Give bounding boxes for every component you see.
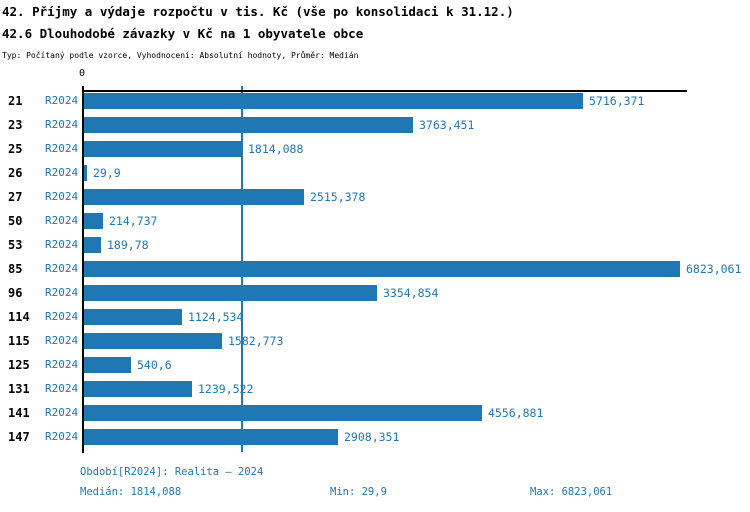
chart-row: 25 R2024 1814,088 xyxy=(0,139,750,163)
chart-row: 50 R2024 214,737 xyxy=(0,211,750,235)
bar xyxy=(84,357,131,373)
chart-subtitle: 42.6 Dlouhodobé závazky v Kč na 1 obyvat… xyxy=(2,26,364,41)
series-label: R2024 xyxy=(45,334,79,347)
series-label: R2024 xyxy=(45,310,79,323)
footer-min-label: Min: 29,9 xyxy=(330,486,387,498)
chart-row: 131 R2024 1239,522 xyxy=(0,379,750,403)
bar xyxy=(84,309,182,325)
series-label: R2024 xyxy=(45,358,79,371)
category-label: 147 xyxy=(8,430,30,444)
chart-row: 141 R2024 4556,881 xyxy=(0,403,750,427)
chart-title: 42. Příjmy a výdaje rozpočtu v tis. Kč (… xyxy=(2,4,514,19)
bar xyxy=(84,381,192,397)
series-label: R2024 xyxy=(45,382,79,395)
bar-value-label: 3763,451 xyxy=(419,118,475,132)
bar-value-label: 5716,371 xyxy=(589,94,645,108)
series-label: R2024 xyxy=(45,142,79,155)
category-label: 27 xyxy=(8,190,23,204)
bar-value-label: 540,6 xyxy=(137,358,172,372)
footer-period-label: Období[R2024]: Realita – 2024 xyxy=(80,466,264,478)
bar-value-label: 4556,881 xyxy=(488,406,544,420)
chart-row: 114 R2024 1124,534 xyxy=(0,307,750,331)
bar-value-label: 214,737 xyxy=(109,214,158,228)
bar-value-label: 189,78 xyxy=(107,238,149,252)
category-label: 50 xyxy=(8,214,23,228)
chart-row: 85 R2024 6823,061 xyxy=(0,259,750,283)
category-label: 131 xyxy=(8,382,30,396)
category-label: 141 xyxy=(8,406,30,420)
bar-value-label: 1239,522 xyxy=(198,382,254,396)
bar-value-label: 1814,088 xyxy=(248,142,304,156)
category-label: 25 xyxy=(8,142,23,156)
bar xyxy=(84,93,583,109)
series-label: R2024 xyxy=(45,286,79,299)
chart-meta-line: Typ: Počítaný podle vzorce, Vyhodnocení:… xyxy=(2,51,359,60)
chart-row: 21 R2024 5716,371 xyxy=(0,91,750,115)
category-label: 21 xyxy=(8,94,23,108)
category-label: 23 xyxy=(8,118,23,132)
bar-value-label: 1582,773 xyxy=(228,334,284,348)
category-label: 85 xyxy=(8,262,23,276)
bar xyxy=(84,189,304,205)
series-label: R2024 xyxy=(45,214,79,227)
bar xyxy=(84,237,101,253)
bar xyxy=(84,429,338,445)
bar xyxy=(84,333,222,349)
bar-value-label: 3354,854 xyxy=(383,286,439,300)
bar xyxy=(84,165,87,181)
bar-value-label: 2908,351 xyxy=(344,430,400,444)
bar xyxy=(84,213,103,229)
series-label: R2024 xyxy=(45,118,79,131)
series-label: R2024 xyxy=(45,238,79,251)
chart-rows: 21 R2024 5716,371 23 R2024 3763,451 25 R2024 181… xyxy=(0,91,750,451)
bar-value-label: 6823,061 xyxy=(686,262,742,276)
chart-row: 53 R2024 189,78 xyxy=(0,235,750,259)
bar-value-label: 2515,378 xyxy=(310,190,366,204)
footer-max-label: Max: 6823,061 xyxy=(530,486,613,498)
series-label: R2024 xyxy=(45,430,79,443)
category-label: 53 xyxy=(8,238,23,252)
series-label: R2024 xyxy=(45,406,79,419)
chart-row: 125 R2024 540,6 xyxy=(0,355,750,379)
bar-value-label: 1124,534 xyxy=(188,310,244,324)
bar xyxy=(84,117,413,133)
series-label: R2024 xyxy=(45,94,79,107)
category-label: 115 xyxy=(8,334,30,348)
chart-row: 23 R2024 3763,451 xyxy=(0,115,750,139)
bar xyxy=(84,261,680,277)
x-axis-tick-label-zero: 0 xyxy=(78,68,86,79)
bar-value-label: 29,9 xyxy=(93,166,121,180)
axis-left-spine xyxy=(82,86,84,453)
chart-row: 115 R2024 1582,773 xyxy=(0,331,750,355)
series-label: R2024 xyxy=(45,190,79,203)
chart-row: 96 R2024 3354,854 xyxy=(0,283,750,307)
series-label: R2024 xyxy=(45,166,79,179)
chart-row: 147 R2024 2908,351 xyxy=(0,427,750,451)
chart-row: 26 R2024 29,9 xyxy=(0,163,750,187)
category-label: 26 xyxy=(8,166,23,180)
category-label: 96 xyxy=(8,286,23,300)
series-label: R2024 xyxy=(45,262,79,275)
bar xyxy=(84,141,242,157)
category-label: 125 xyxy=(8,358,30,372)
bar xyxy=(84,285,377,301)
category-label: 114 xyxy=(8,310,30,324)
footer-median-label: Medián: 1814,088 xyxy=(80,486,182,498)
chart-row: 27 R2024 2515,378 xyxy=(0,187,750,211)
bar xyxy=(84,405,482,421)
axis-top-spine xyxy=(82,90,687,92)
